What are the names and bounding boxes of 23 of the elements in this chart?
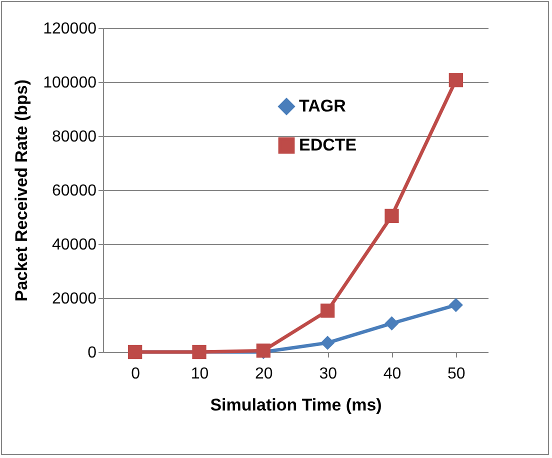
y-tick-label: 0 <box>88 344 97 362</box>
x-tick-label: 20 <box>255 366 273 382</box>
point <box>448 73 463 88</box>
x-tick-label: 10 <box>190 366 209 382</box>
x-tick-label: 30 <box>319 366 338 382</box>
y-axis-title: Packet Received Rate (bps) <box>12 79 32 302</box>
point <box>320 304 335 318</box>
y-tick-label: 60000 <box>52 182 97 200</box>
y-tick-label: 100000 <box>43 74 97 92</box>
x-tick-label: 40 <box>383 366 402 382</box>
y-tick-label: 80000 <box>52 128 97 146</box>
x-axis-title: Simulation Time (ms) <box>210 396 382 414</box>
x-tick-label: 50 <box>448 366 466 382</box>
x-tick-label: 0 <box>131 366 140 382</box>
y-tick-label: 40000 <box>52 236 97 254</box>
point <box>384 316 399 330</box>
point <box>320 336 335 350</box>
point <box>384 208 399 223</box>
y-tick-label: 20000 <box>52 290 97 308</box>
y-tick-label: 120000 <box>43 20 97 38</box>
point <box>448 298 463 312</box>
legend-label: EDCTE <box>299 136 357 154</box>
legend-label: TAGR <box>299 96 346 116</box>
